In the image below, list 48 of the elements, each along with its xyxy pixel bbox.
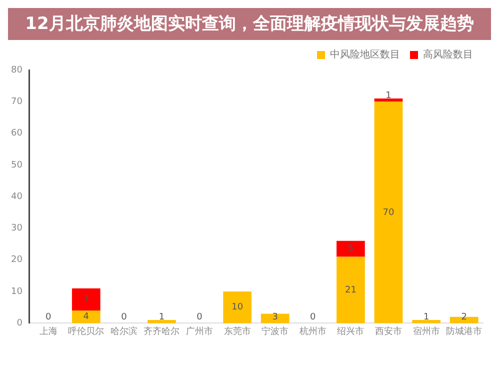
y-tick-label: 50 (11, 160, 23, 170)
x-tick-label: 西安市 (375, 326, 402, 337)
x-tick-label: 东莞市 (224, 326, 251, 337)
x-tick-label: 杭州市 (298, 326, 326, 337)
bar (260, 314, 290, 324)
y-tick-label: 70 (11, 96, 23, 107)
data-label: 5 (348, 244, 354, 254)
bar (72, 310, 100, 324)
y-tick-label: 20 (11, 255, 23, 266)
y-tick-label: 60 (11, 128, 23, 139)
legend-label: 中风险地区数目 (330, 48, 400, 61)
data-label: 1 (423, 312, 430, 323)
y-tick-label: 80 (11, 65, 23, 76)
bar (412, 320, 440, 324)
x-tick-label: 绍兴市 (337, 326, 364, 337)
data-label: 0 (45, 312, 52, 323)
data-label: 4 (83, 312, 90, 322)
data-label: 10 (232, 302, 244, 313)
bar (336, 240, 365, 257)
x-tick-label: 呼伦贝尔 (68, 326, 104, 337)
data-label: 1 (386, 90, 392, 101)
y-tick-label: 30 (11, 224, 23, 234)
data-label: 0 (310, 312, 316, 323)
data-label: 0 (121, 312, 128, 323)
bar (336, 256, 365, 324)
y-tick-label: 10 (11, 286, 23, 297)
bar (374, 102, 403, 324)
chart-title: 12月北京肺炎地图实时查询，全面理解疫情现状与发展趋势 (8, 8, 491, 40)
x-tick-label: 哈尔滨 (110, 326, 138, 337)
y-tick-label: 40 (11, 192, 23, 202)
x-tick-label: 上海 (39, 326, 58, 337)
bar (72, 288, 100, 311)
bar (223, 292, 252, 324)
bar (374, 98, 403, 102)
legend-label: 高风险数目 (423, 48, 473, 61)
bar (148, 320, 176, 324)
data-label: 1 (158, 312, 165, 323)
data-label: 3 (272, 312, 278, 323)
data-label: 0 (196, 312, 203, 323)
x-tick-label: 防城港市 (446, 326, 482, 337)
x-tick-label: 宿州市 (412, 326, 440, 337)
x-tick-label: 广州市 (186, 326, 214, 337)
x-tick-label: 齐齐哈尔 (144, 326, 180, 337)
x-tick-label: 宁波市 (262, 326, 289, 337)
data-label: 7 (83, 294, 90, 305)
data-label: 70 (382, 208, 395, 218)
y-tick-label: 0 (16, 318, 23, 329)
data-label: 21 (344, 285, 356, 296)
